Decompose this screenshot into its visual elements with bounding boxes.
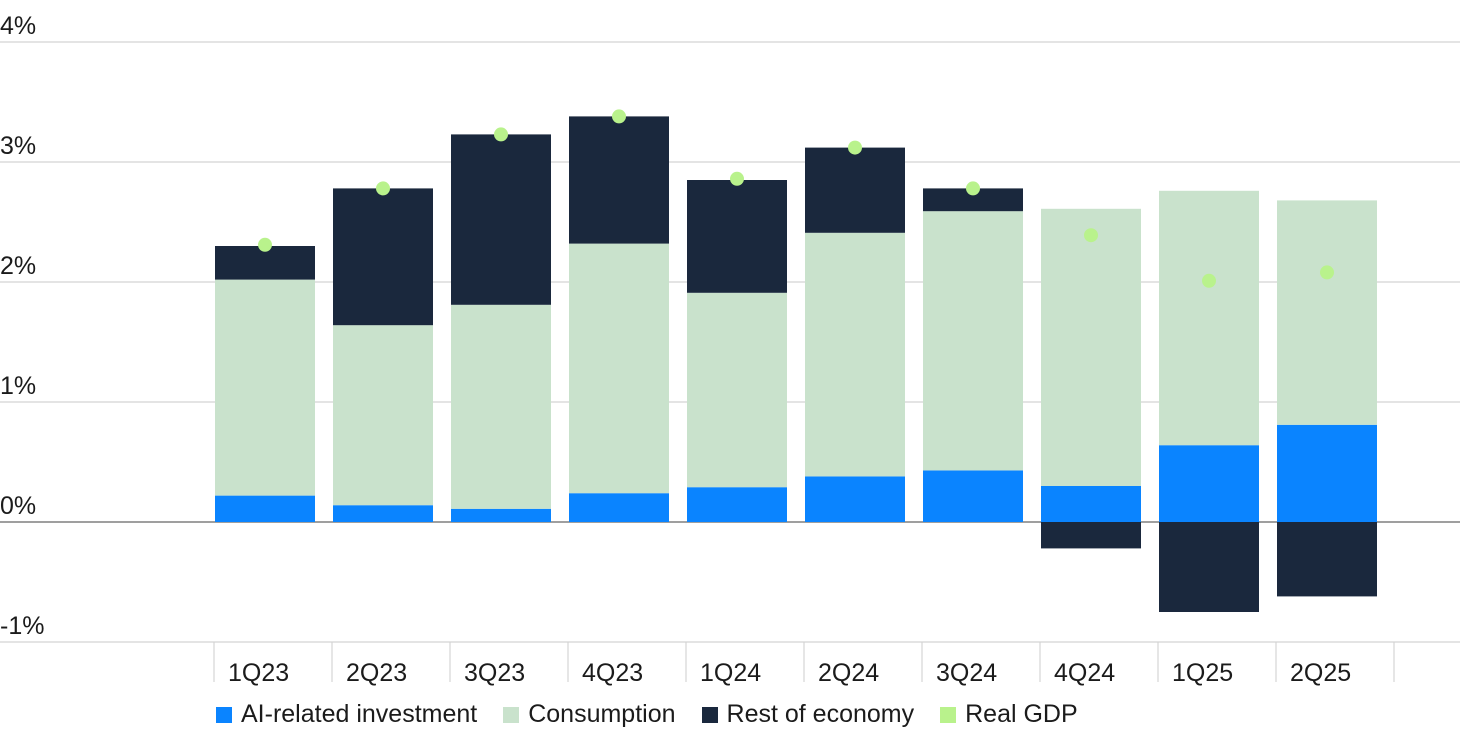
bar-consumption-4Q23 bbox=[569, 243, 669, 494]
bar-rest-of-economy-1Q24 bbox=[687, 180, 787, 293]
dot-real-gdp-2Q23 bbox=[376, 181, 390, 196]
chart: -1% 0% 1% 2% 3% 4% 1Q23 2Q23 3Q23 4Q23 1Q24 2Q24 3Q2… bbox=[0, 12, 1460, 687]
dot-real-gdp-4Q24 bbox=[1084, 228, 1098, 243]
bar-consumption-2Q24 bbox=[805, 232, 905, 477]
dot-real-gdp-1Q25 bbox=[1202, 273, 1216, 288]
bar-consumption-1Q23 bbox=[215, 279, 315, 496]
x-tick-label: 4Q24 bbox=[1054, 659, 1115, 687]
x-tick-label: 2Q23 bbox=[346, 659, 407, 687]
bar-consumption-4Q24 bbox=[1041, 208, 1141, 487]
legend-label: AI-related investment bbox=[241, 700, 478, 728]
legend-label: Real GDP bbox=[965, 700, 1078, 728]
bar-rest-of-economy-1Q25 bbox=[1159, 522, 1259, 612]
bar-rest-of-economy-2Q24 bbox=[805, 147, 905, 233]
x-tick-label: 3Q24 bbox=[936, 659, 997, 687]
bar-ai-related-investment-4Q23 bbox=[569, 493, 669, 522]
bar-ai-related-investment-3Q23 bbox=[451, 508, 551, 522]
legend-label: Consumption bbox=[528, 700, 676, 728]
bar-rest-of-economy-4Q24 bbox=[1041, 522, 1141, 549]
y-tick-label: 2% bbox=[0, 252, 36, 280]
x-tick-label: 4Q23 bbox=[582, 659, 643, 687]
x-tick-label: 3Q23 bbox=[464, 659, 525, 687]
bar-rest-of-economy-4Q23 bbox=[569, 116, 669, 244]
y-tick-label: 1% bbox=[0, 372, 36, 400]
bar-rest-of-economy-2Q23 bbox=[333, 188, 433, 326]
dot-real-gdp-2Q25 bbox=[1320, 265, 1334, 280]
legend-item: Real GDP bbox=[940, 700, 1078, 729]
dot-real-gdp-1Q23 bbox=[258, 237, 272, 252]
legend-item: AI-related investment bbox=[216, 700, 477, 729]
bar-consumption-1Q25 bbox=[1159, 190, 1259, 446]
x-tick-label: 2Q25 bbox=[1290, 659, 1351, 687]
y-tick-label: 0% bbox=[0, 492, 36, 520]
bar-rest-of-economy-3Q23 bbox=[451, 134, 551, 305]
legend-label: Rest of economy bbox=[726, 700, 915, 728]
dot-real-gdp-4Q23 bbox=[612, 109, 626, 124]
bar-rest-of-economy-2Q25 bbox=[1277, 522, 1377, 597]
bar-rest-of-economy-3Q24 bbox=[923, 188, 1023, 212]
bar-consumption-1Q24 bbox=[687, 292, 787, 488]
bar-ai-related-investment-2Q25 bbox=[1277, 424, 1377, 522]
dot-real-gdp-2Q24 bbox=[848, 140, 862, 155]
bar-consumption-2Q23 bbox=[333, 325, 433, 506]
x-tick-label: 2Q24 bbox=[818, 659, 879, 687]
bar-ai-related-investment-3Q24 bbox=[923, 470, 1023, 522]
legend-swatch bbox=[216, 706, 232, 723]
x-tick-label: 1Q23 bbox=[228, 659, 289, 687]
x-tick-label: 1Q24 bbox=[700, 659, 761, 687]
x-tick-label: 1Q25 bbox=[1172, 659, 1233, 687]
dot-real-gdp-3Q23 bbox=[494, 127, 508, 142]
legend-item: Consumption bbox=[503, 700, 676, 729]
dot-real-gdp-1Q24 bbox=[730, 171, 744, 186]
y-tick-label: 4% bbox=[0, 12, 36, 40]
bar-ai-related-investment-1Q23 bbox=[215, 495, 315, 522]
legend: AI-related investment Consumption Rest of … bbox=[216, 700, 1078, 729]
y-tick-label: 3% bbox=[0, 132, 36, 160]
bar-consumption-3Q23 bbox=[451, 304, 551, 509]
bar-consumption-2Q25 bbox=[1277, 200, 1377, 425]
bar-ai-related-investment-1Q24 bbox=[687, 487, 787, 522]
bar-consumption-3Q24 bbox=[923, 211, 1023, 471]
bar-ai-related-investment-2Q23 bbox=[333, 505, 433, 522]
bar-ai-related-investment-4Q24 bbox=[1041, 486, 1141, 522]
bar-ai-related-investment-1Q25 bbox=[1159, 445, 1259, 522]
dot-real-gdp-3Q24 bbox=[966, 181, 980, 196]
legend-swatch bbox=[503, 706, 520, 723]
legend-swatch bbox=[940, 706, 957, 723]
y-tick-label: -1% bbox=[0, 612, 44, 640]
legend-swatch bbox=[701, 706, 718, 723]
bar-ai-related-investment-2Q24 bbox=[805, 476, 905, 522]
legend-item: Rest of economy bbox=[701, 700, 915, 729]
